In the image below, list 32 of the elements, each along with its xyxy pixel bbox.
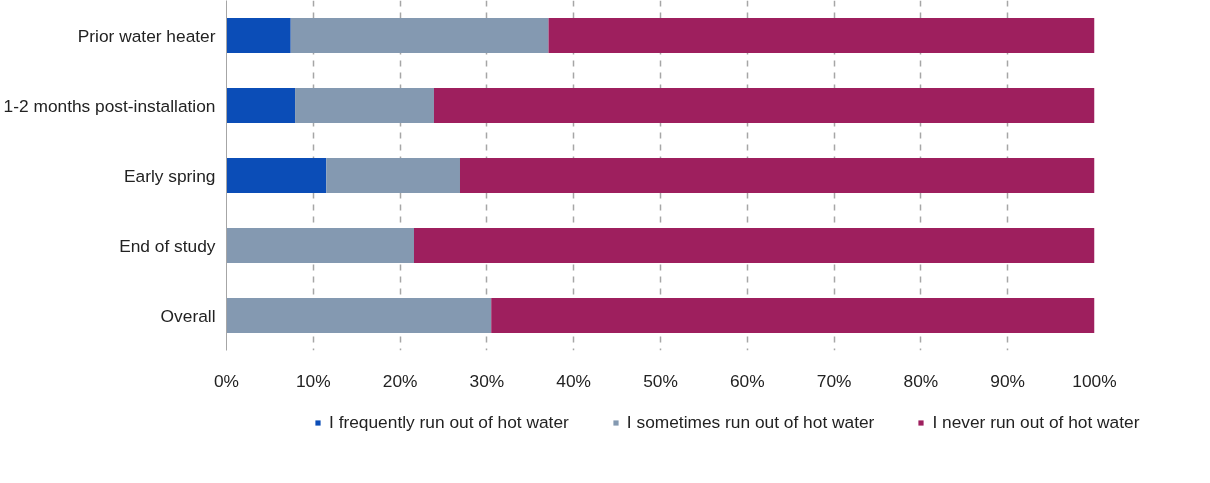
x-tick-label: 50%: [643, 370, 678, 391]
x-tick-label: 40%: [556, 370, 592, 391]
x-tick-label: 100%: [1072, 370, 1117, 391]
bar: [226, 228, 414, 263]
legend-label: I sometimes run out of hot water: [626, 412, 875, 433]
bar: [226, 88, 296, 123]
bar: [226, 18, 291, 53]
x-tick-label: 60%: [729, 370, 765, 391]
bar: [413, 228, 1095, 263]
x-tick-label: 90%: [990, 370, 1026, 391]
x-tick-label: 80%: [903, 370, 939, 391]
bar: [548, 18, 1095, 53]
bar: [226, 158, 327, 193]
x-tick-label: 30%: [469, 370, 505, 391]
x-tick-label: 20%: [382, 370, 418, 391]
y-tick-label: Overall: [160, 305, 216, 326]
bar: [295, 88, 434, 123]
y-tick-label: End of study: [119, 235, 216, 256]
bar: [459, 158, 1095, 193]
bar: [433, 88, 1095, 123]
bar: [226, 298, 492, 333]
bar: [326, 158, 460, 193]
y-tick-label: Prior water heater: [77, 25, 216, 46]
x-tick-label: 0%: [213, 370, 240, 391]
x-tick-label: 70%: [816, 370, 852, 391]
legend-label: I never run out of hot water: [932, 412, 1140, 433]
bar: [290, 18, 549, 53]
bar: [491, 298, 1095, 333]
y-tick-label: Early spring: [124, 165, 216, 186]
y-tick-label: 1-2 months post-installation: [3, 95, 216, 116]
legend-label: I frequently run out of hot water: [329, 412, 569, 433]
x-tick-label: 10%: [295, 370, 331, 391]
